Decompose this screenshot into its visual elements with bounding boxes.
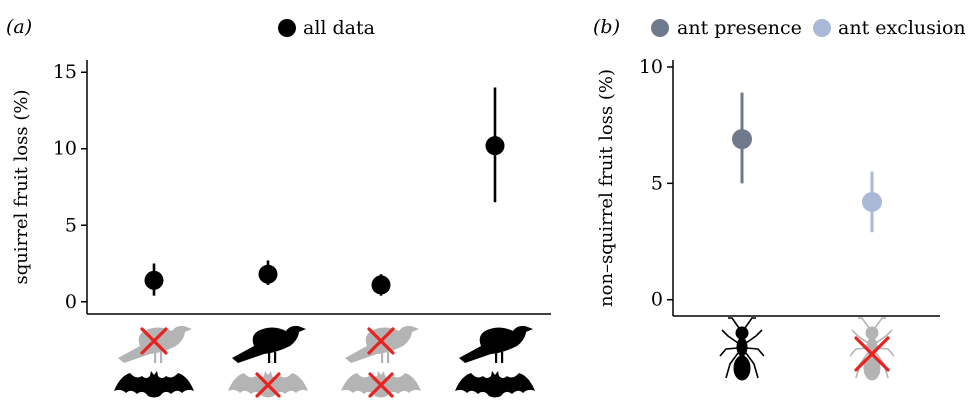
legend-label-all-data: all data: [303, 17, 375, 39]
bird-icon: [118, 325, 192, 363]
panel-a-legend: all data: [278, 17, 375, 39]
bird-icon: [232, 325, 306, 363]
bat-icon: [455, 371, 535, 398]
category-icons-b: [719, 317, 895, 381]
legend-label-ant-presence: ant presence: [677, 17, 802, 39]
bird-icon: [459, 325, 533, 363]
y-tick-label-b-5: 5: [651, 172, 663, 194]
y-tick-label-b-10: 10: [639, 56, 663, 78]
y-tick-label-b-0: 0: [651, 289, 663, 311]
y-tick-label-a-5: 5: [65, 214, 77, 236]
point-b-2: [862, 191, 882, 212]
panel-b-label: (b): [593, 16, 620, 38]
exclusion-cross-icon: [255, 372, 281, 398]
exclusion-cross-icon: [854, 336, 890, 372]
y-axis-title-a: squirrel fruit loss (%): [11, 90, 32, 285]
point-a-4: [485, 136, 505, 156]
exclusion-cross-icon: [367, 327, 395, 355]
panel-b: (b) ant presence ant exclusion non–squir…: [593, 16, 966, 381]
point-a-3: [371, 275, 391, 295]
point-b-1: [732, 129, 752, 150]
category-icons-a: [114, 325, 535, 398]
exclusion-cross-icon: [140, 327, 168, 355]
bat-icon: [114, 371, 194, 398]
legend-marker-ant-exclusion: [813, 19, 831, 37]
plot-area-a: [144, 87, 505, 296]
y-tick-label-a-10: 10: [53, 138, 77, 160]
y-tick-label-a-0: 0: [65, 291, 77, 313]
legend-marker-ant-presence: [651, 19, 669, 37]
y-axis-title-b: non–squirrel fruit loss (%): [596, 69, 617, 307]
panel-a: (a) all data squirrel fruit loss (%) 0 5 1…: [6, 16, 551, 398]
panel-b-legend: ant presence ant exclusion: [651, 17, 966, 39]
point-a-2: [258, 264, 278, 284]
y-ticks-a: 0 5 10 15: [53, 61, 87, 313]
point-a-1: [144, 270, 164, 290]
legend-label-ant-exclusion: ant exclusion: [838, 17, 966, 39]
ant-icon: [719, 317, 765, 381]
y-ticks-b: 0 5 10: [639, 56, 673, 311]
exclusion-cross-icon: [368, 372, 394, 398]
panel-a-label: (a): [6, 16, 32, 38]
plot-area-b: [732, 92, 882, 233]
bird-icon: [345, 325, 419, 363]
y-tick-label-a-15: 15: [53, 61, 77, 83]
legend-marker-all-data: [278, 19, 296, 37]
